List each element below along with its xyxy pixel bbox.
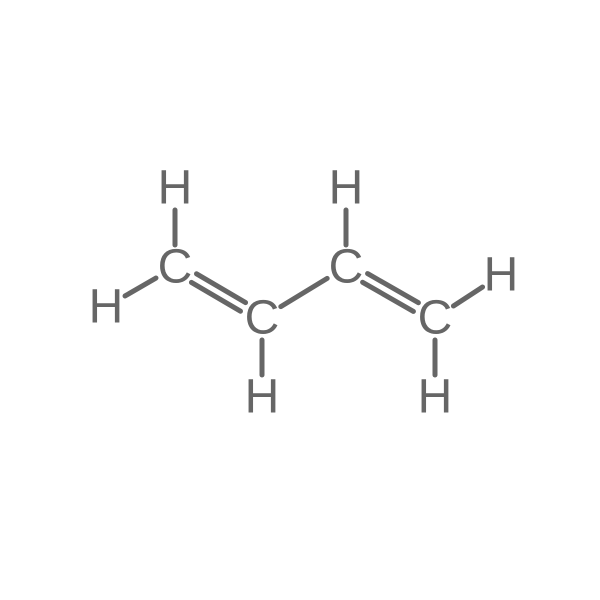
- molecule-diagram: CCCCHHHHHH: [0, 0, 600, 600]
- bond-line: [125, 278, 156, 296]
- atom-H5: H: [484, 248, 519, 303]
- atom-H1: H: [158, 161, 193, 216]
- atom-C1: C: [158, 240, 193, 295]
- atom-H3: H: [245, 370, 280, 425]
- atom-C3: C: [329, 240, 364, 295]
- atom-H2: H: [89, 280, 124, 335]
- atom-C2: C: [245, 291, 280, 346]
- atom-H4: H: [329, 161, 364, 216]
- bond-line: [453, 287, 482, 306]
- atom-H6: H: [418, 370, 453, 425]
- bond-line: [281, 278, 327, 306]
- atom-C4: C: [418, 291, 453, 346]
